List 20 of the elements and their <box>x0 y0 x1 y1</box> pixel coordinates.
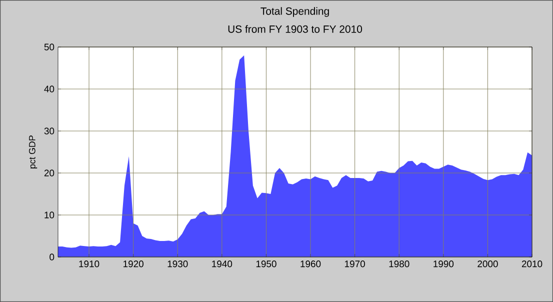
x-tick-label: 1940 <box>212 260 232 268</box>
x-tick-label: 1950 <box>256 260 276 268</box>
y-tick-label: 20 <box>44 170 54 176</box>
chart-subtitle: US from FY 1903 to FY 2010 <box>228 25 362 33</box>
x-tick-label: 2000 <box>478 260 498 268</box>
y-tick-label: 50 <box>44 44 54 50</box>
y-axis-title: pct GDP <box>28 136 38 168</box>
x-tick-label: 1970 <box>345 260 365 268</box>
x-tick-label: 1980 <box>389 260 410 268</box>
y-tick-label: 40 <box>44 86 54 92</box>
x-tick-label: 1990 <box>434 260 454 268</box>
x-tick-label: 1930 <box>168 260 188 268</box>
y-tick-label: 30 <box>44 128 54 134</box>
y-tick-label: 0 <box>50 254 54 260</box>
chart-title: Total Spending <box>260 7 329 17</box>
x-tick-label: 1910 <box>79 260 100 268</box>
x-tick-label: 2010 <box>522 260 542 268</box>
y-tick-label: 10 <box>44 212 54 218</box>
x-tick-label: 1920 <box>124 260 144 268</box>
x-tick-label: 1960 <box>300 260 321 268</box>
